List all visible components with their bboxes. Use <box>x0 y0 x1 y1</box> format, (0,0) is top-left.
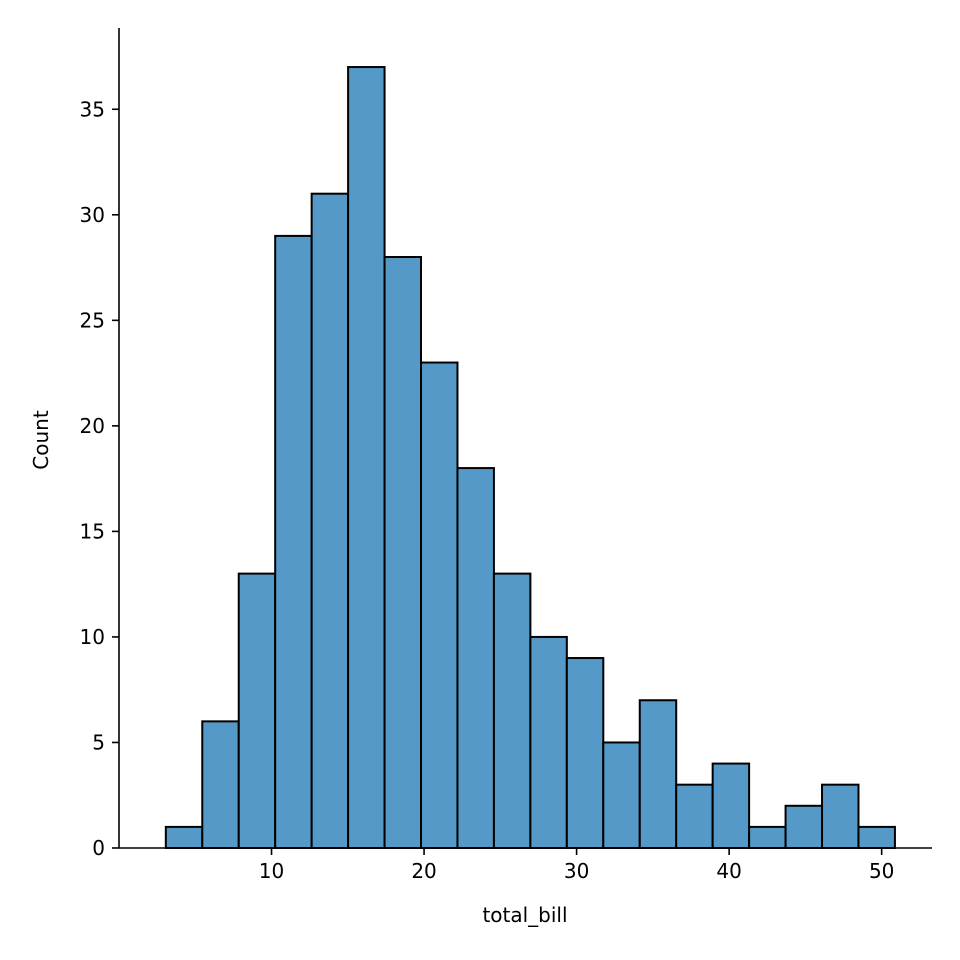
histogram-bar <box>237 572 277 849</box>
histogram-bar <box>529 635 568 849</box>
histogram-bar <box>565 657 605 850</box>
histogram-bar <box>711 762 751 849</box>
y-tick-label: 10 <box>80 625 105 649</box>
y-tick-label: 15 <box>80 519 105 543</box>
histogram-bar <box>383 256 423 849</box>
y-ticks-group: 0 5 10 15 20 25 30 35 <box>80 97 119 860</box>
y-tick-label: 20 <box>80 414 105 438</box>
x-tick-label: 50 <box>869 859 894 883</box>
y-axis-label: Count <box>29 410 53 470</box>
histogram-bar <box>784 804 824 850</box>
histogram-bar <box>638 699 678 849</box>
y-tick-label: 35 <box>80 97 105 121</box>
x-tick-label: 10 <box>259 859 284 883</box>
histogram-bar <box>857 825 896 850</box>
histogram-bar <box>164 825 204 850</box>
histogram-bar <box>420 361 459 849</box>
histogram-bar <box>492 572 532 849</box>
bars-group <box>164 66 896 850</box>
histogram-bar <box>748 825 787 850</box>
y-tick-label: 25 <box>80 308 105 332</box>
histogram-bar <box>310 192 350 850</box>
histogram-bar <box>274 234 313 850</box>
x-ticks-group: 10 20 30 40 50 <box>259 848 894 883</box>
histogram-bar <box>347 66 386 850</box>
y-tick-label: 5 <box>92 730 105 754</box>
x-axis-label: total_bill <box>482 903 567 927</box>
x-tick-label: 20 <box>411 859 436 883</box>
histogram-bar <box>201 720 240 849</box>
histogram-bar <box>456 467 495 849</box>
y-tick-label: 30 <box>80 203 105 227</box>
histogram-bar <box>675 783 714 850</box>
x-tick-label: 40 <box>716 859 741 883</box>
y-tick-label: 0 <box>92 836 105 860</box>
x-tick-label: 30 <box>564 859 589 883</box>
histogram-bar <box>821 783 860 850</box>
histogram-bar <box>602 741 641 849</box>
